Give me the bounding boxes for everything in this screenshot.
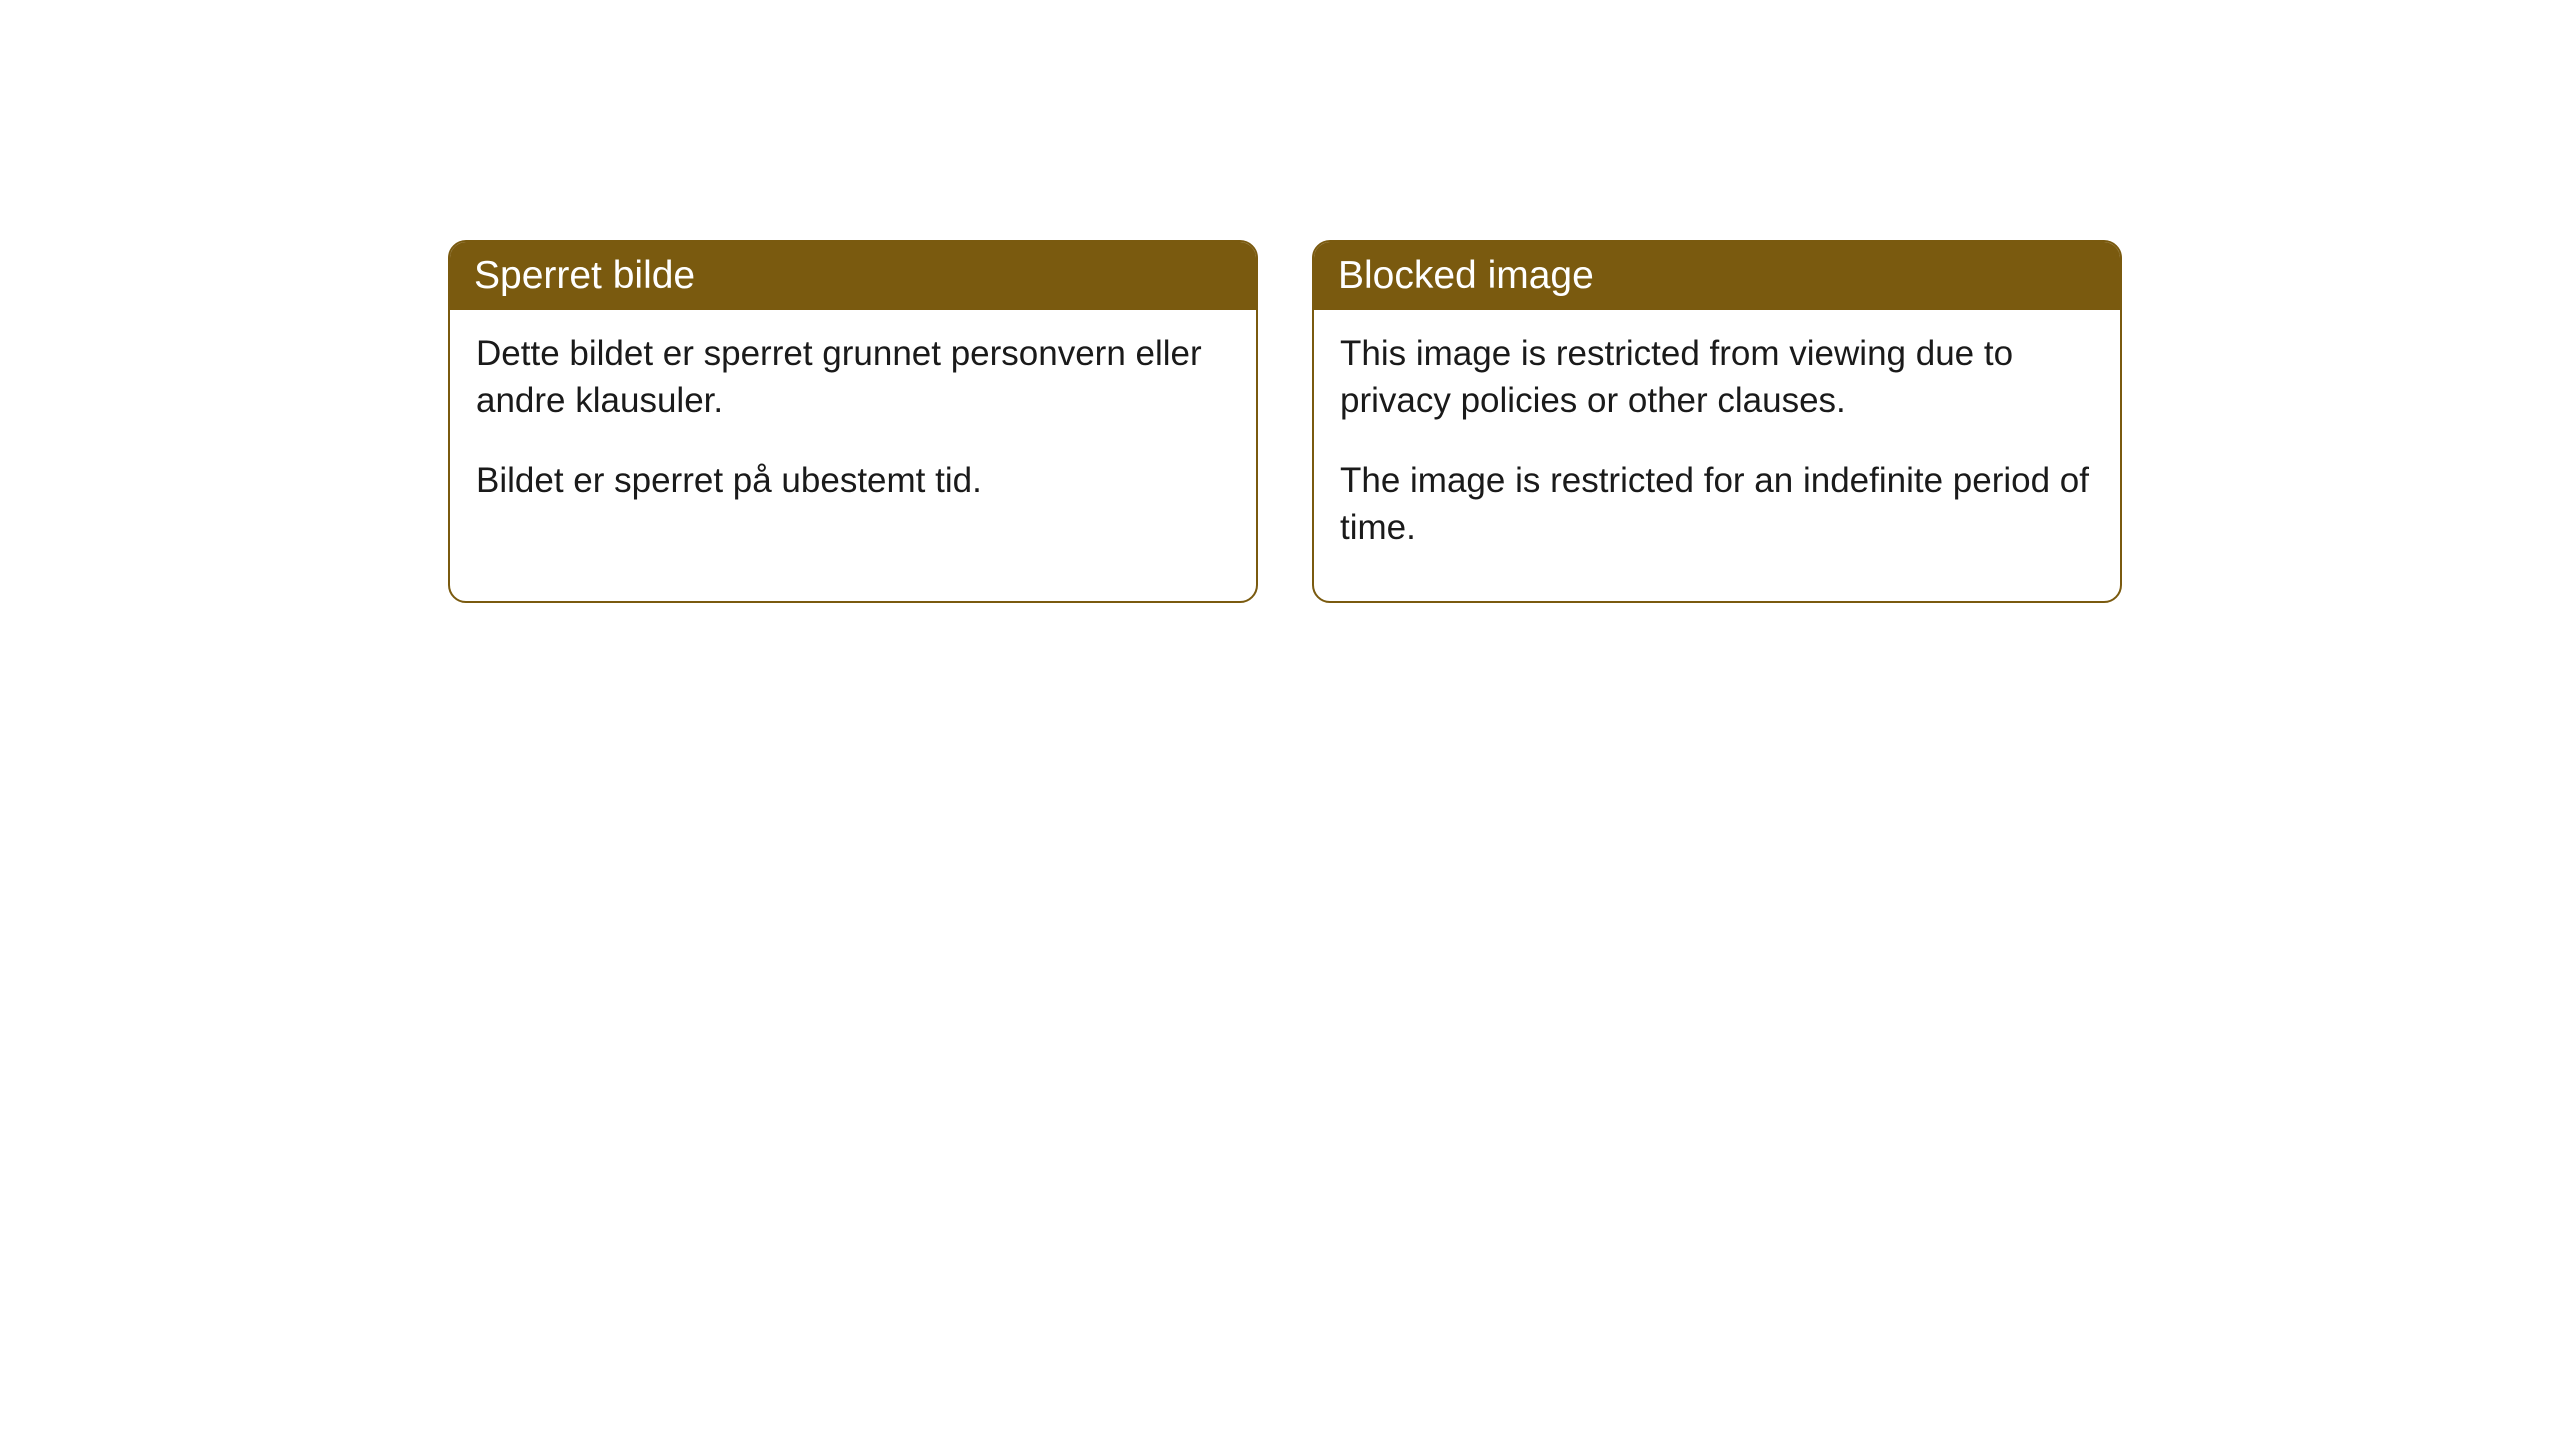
card-header: Sperret bilde [450,242,1256,310]
notice-cards-container: Sperret bilde Dette bildet er sperret gr… [0,0,2560,603]
notice-card-norwegian: Sperret bilde Dette bildet er sperret gr… [448,240,1258,603]
card-body: Dette bildet er sperret grunnet personve… [450,310,1256,554]
card-header: Blocked image [1314,242,2120,310]
card-body: This image is restricted from viewing du… [1314,310,2120,601]
card-paragraph: This image is restricted from viewing du… [1340,330,2094,425]
card-paragraph: The image is restricted for an indefinit… [1340,457,2094,552]
notice-card-english: Blocked image This image is restricted f… [1312,240,2122,603]
card-paragraph: Dette bildet er sperret grunnet personve… [476,330,1230,425]
card-paragraph: Bildet er sperret på ubestemt tid. [476,457,1230,504]
